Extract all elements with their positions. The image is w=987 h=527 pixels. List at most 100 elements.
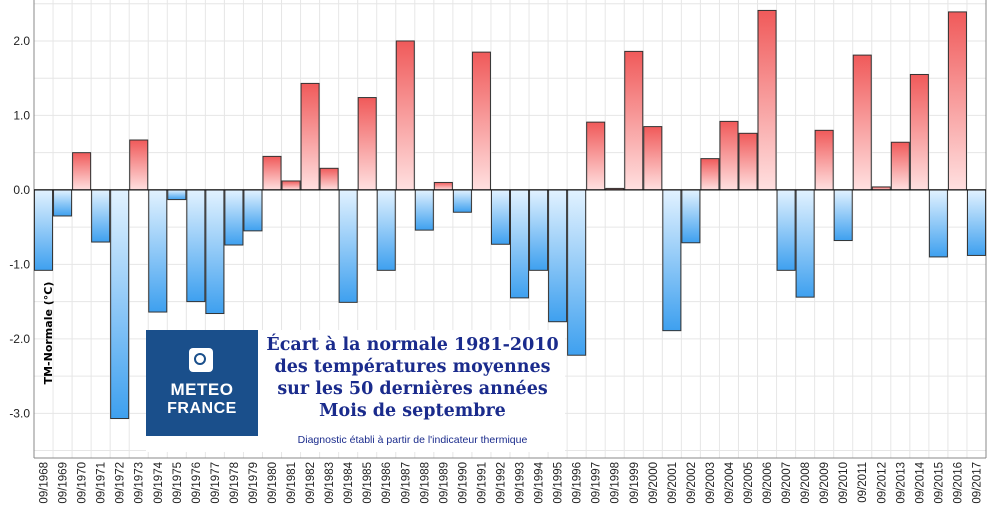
bar-09/2011 [852, 54, 872, 191]
x-tick-label: 09/2000 [648, 462, 660, 504]
x-tick-label: 09/1978 [229, 462, 241, 504]
x-tick-label: 09/2007 [781, 462, 793, 504]
x-tick-label: 09/1996 [572, 462, 584, 504]
bar-09/2017 [966, 189, 987, 256]
bar-09/2004 [719, 120, 739, 191]
bar-09/1976 [186, 189, 206, 303]
x-tick-label: 09/1980 [267, 462, 279, 504]
x-tick-label: 09/1997 [591, 462, 603, 504]
bar-09/2016 [947, 11, 967, 191]
bar-09/1972 [110, 189, 130, 420]
bar-09/2010 [833, 189, 853, 242]
y-tick-label: 0.0 [13, 183, 30, 197]
x-tick-label: 09/1995 [553, 462, 565, 504]
x-tick-label: 09/1985 [362, 462, 374, 504]
x-tick-label: 09/2008 [800, 462, 812, 504]
bar-09/1993 [510, 189, 530, 299]
bar-09/1980 [262, 155, 282, 191]
x-tick-label: 09/1973 [134, 462, 146, 504]
bar-09/1977 [205, 189, 225, 315]
logo-text-line-2: FRANCE [167, 400, 237, 417]
x-tick-label: 09/1994 [534, 461, 546, 503]
x-tick-label: 09/2013 [895, 462, 907, 504]
bars [34, 9, 987, 420]
banner-title: Écart à la normale 1981-2010 des tempéra… [260, 334, 565, 422]
x-tick-label: 09/1982 [305, 462, 317, 504]
bar-09/1973 [129, 139, 149, 191]
bar-09/1978 [224, 189, 244, 246]
x-tick-label: 09/1991 [476, 462, 488, 504]
y-tick-label: -3.0 [9, 406, 30, 420]
x-tick-label: 09/1971 [96, 462, 108, 504]
y-tick-label: -2.0 [9, 332, 30, 346]
bar-09/2001 [662, 189, 682, 332]
y-axis-label: TM-Normale (°C) [42, 282, 55, 385]
x-tick-label: 09/1976 [191, 462, 203, 504]
x-tick-label: 09/1969 [58, 462, 70, 504]
bar-09/1989 [433, 181, 453, 191]
x-tick-label: 09/1972 [115, 462, 127, 504]
x-tick-label: 09/2006 [762, 462, 774, 504]
x-tick-label: 09/2005 [743, 462, 755, 504]
x-tick-label: 09/1993 [515, 462, 527, 504]
x-tick-label: 09/1975 [172, 462, 184, 504]
bar-09/2006 [757, 9, 777, 191]
x-tick-label: 09/2014 [914, 461, 926, 503]
bar-09/1999 [624, 50, 644, 191]
bar-09/1994 [529, 189, 549, 271]
bar-09/2009 [814, 129, 834, 191]
x-tick-label: 09/1992 [495, 462, 507, 504]
x-tick-label: 09/1987 [400, 462, 412, 504]
bar-09/1975 [167, 189, 187, 201]
x-tick-label: 09/2017 [971, 462, 983, 504]
bar-09/1971 [91, 189, 111, 243]
bar-09/1987 [395, 40, 415, 191]
bar-09/2014 [909, 73, 929, 191]
bar-09/1969 [53, 189, 73, 217]
x-tick-label: 09/1979 [248, 462, 260, 504]
bar-09/2000 [643, 126, 663, 191]
bar-09/2003 [700, 158, 720, 191]
bar-09/2013 [890, 141, 910, 191]
x-tick-label: 09/2002 [686, 462, 698, 504]
x-tick-label: 09/1974 [153, 461, 165, 503]
bar-09/1995 [548, 189, 568, 323]
x-tick-label: 09/1968 [39, 462, 51, 504]
bar-09/1997 [586, 121, 606, 191]
bar-09/1968 [34, 189, 54, 271]
x-tick-label: 09/2011 [857, 462, 869, 503]
x-tick-label: 09/1986 [381, 462, 393, 504]
bar-09/1979 [243, 189, 263, 232]
x-tick-label: 09/1988 [419, 462, 431, 504]
bar-09/1988 [414, 189, 434, 231]
x-tick-label: 09/2015 [933, 462, 945, 504]
x-tick-label: 09/1977 [210, 462, 222, 504]
bar-09/1981 [281, 180, 301, 191]
y-tick-label: 1.0 [13, 108, 30, 122]
x-tick-label: 09/1999 [629, 462, 641, 504]
bar-09/2015 [928, 189, 948, 258]
bar-09/1990 [452, 189, 472, 213]
x-tick-label: 09/1983 [324, 462, 336, 504]
meteo-france-logo-icon [189, 348, 213, 372]
x-tick-label: 09/2016 [952, 462, 964, 504]
x-axis-ticks: 09/1968 09/1969 09/1970 09/1971 09/1972 09/19… [39, 461, 984, 503]
x-tick-label: 09/2003 [705, 462, 717, 504]
bar-09/2002 [681, 189, 701, 244]
x-tick-label: 09/1990 [457, 462, 469, 504]
banner-title-line: sur les 50 dernières années [277, 379, 548, 399]
x-tick-label: 09/2001 [667, 462, 679, 504]
x-tick-label: 09/2004 [724, 461, 736, 503]
bar-09/2007 [776, 189, 796, 271]
bar-09/1984 [338, 189, 358, 303]
x-tick-label: 09/1984 [343, 461, 355, 503]
bar-09/2008 [795, 189, 815, 298]
bar-09/2005 [738, 132, 758, 191]
bar-09/1983 [319, 167, 339, 191]
bar-09/1986 [376, 189, 396, 271]
banner-title-line: Écart à la normale 1981-2010 [266, 335, 559, 355]
x-tick-label: 09/2012 [876, 462, 888, 504]
x-tick-label: 09/2010 [838, 462, 850, 504]
bar-09/1982 [300, 82, 320, 191]
x-tick-label: 09/1998 [610, 462, 622, 504]
